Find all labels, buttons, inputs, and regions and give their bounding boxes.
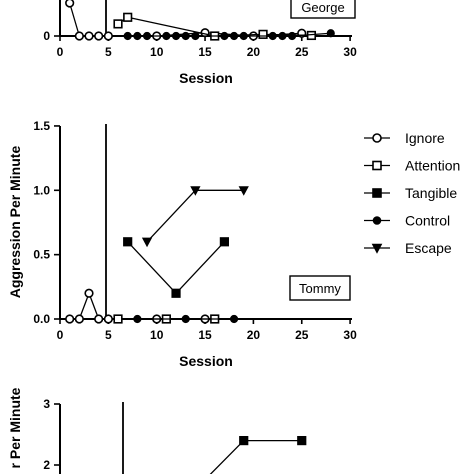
- x-tick-label: 20: [247, 328, 261, 342]
- data-point: [123, 31, 132, 41]
- legend-label: Escape: [405, 240, 452, 256]
- data-point: [142, 31, 152, 41]
- legend-label: Attention: [405, 158, 460, 174]
- data-point: [181, 31, 190, 41]
- legend: Ignore Attention Tangible Control Escape: [364, 130, 460, 256]
- data-point: [229, 314, 239, 324]
- data-point: [162, 31, 171, 41]
- data-point: [268, 31, 277, 41]
- legend-label: Control: [405, 213, 450, 229]
- x-tick-label: 10: [150, 45, 164, 59]
- data-point: [84, 288, 94, 298]
- x-tick-label: 5: [105, 45, 112, 59]
- x-tick-label: 10: [150, 328, 164, 342]
- data-point: [74, 314, 84, 324]
- data-point: [171, 31, 181, 41]
- x-tick-label: 25: [295, 328, 309, 342]
- series-line: [127, 16, 215, 37]
- data-point: [239, 31, 248, 41]
- data-point: [123, 237, 133, 247]
- data-point: [372, 133, 382, 143]
- data-point: [171, 288, 181, 298]
- x-axis-label: Session: [179, 70, 233, 86]
- data-point: [229, 31, 239, 41]
- data-point: [94, 314, 104, 324]
- data-point: [123, 12, 133, 22]
- data-point: [372, 188, 382, 198]
- series-line: [69, 2, 80, 37]
- x-tick-label: 15: [198, 328, 212, 342]
- data-point: [133, 31, 142, 41]
- data-point: [372, 216, 382, 225]
- data-point: [220, 31, 229, 41]
- data-point: [141, 237, 153, 248]
- x-tick-label: 25: [295, 45, 309, 59]
- y-axis-label: Aggression Per Minute: [7, 146, 23, 299]
- series-line: [127, 241, 177, 294]
- x-axis-label: Session: [179, 353, 233, 369]
- data-point: [181, 314, 190, 324]
- x-tick-label: 20: [247, 45, 261, 59]
- data-point: [297, 435, 307, 446]
- data-point: [287, 31, 297, 41]
- panel-label-box: [290, 0, 356, 19]
- data-point: [239, 435, 249, 446]
- data-point: [113, 19, 123, 29]
- legend-item: Tangible: [364, 185, 457, 201]
- legend-label: Ignore: [405, 130, 445, 146]
- data-point: [278, 31, 287, 41]
- data-point: [219, 237, 229, 247]
- y-tick-label: 3: [43, 397, 50, 411]
- y-tick-label: 1.0: [33, 183, 50, 197]
- y-tick-label: 0.5: [33, 248, 50, 262]
- panel-label-box: [289, 275, 351, 301]
- data-point: [258, 29, 268, 39]
- x-tick-label: 5: [105, 328, 112, 342]
- series-line: [292, 32, 331, 37]
- data-point: [74, 31, 84, 41]
- x-tick-label: 0: [57, 45, 64, 59]
- legend-item: Attention: [364, 158, 460, 174]
- data-point: [94, 31, 104, 41]
- x-tick-label: 15: [198, 45, 212, 59]
- y-tick-label: 0: [43, 29, 50, 43]
- y-tick-label: 0.0: [33, 312, 50, 326]
- series-line: [209, 440, 245, 474]
- data-point: [65, 314, 75, 324]
- panel-label: George: [301, 0, 344, 15]
- panel-george: 0 0 5 10 15 20 25 30 George Session: [43, 0, 357, 86]
- x-tick-label: 0: [57, 328, 64, 342]
- y-axis-label: r Per Minute: [7, 387, 23, 468]
- data-point: [372, 160, 382, 171]
- data-point: [371, 243, 383, 254]
- legend-item: Escape: [364, 240, 452, 256]
- data-point: [113, 314, 123, 324]
- data-point: [190, 186, 201, 196]
- y-tick-label: 2: [43, 458, 50, 472]
- panel-tommy: 0.00.51.01.5 0 5 10 15 20 25 30 Tommy Session …: [7, 119, 357, 369]
- data-point: [65, 0, 75, 8]
- data-point: [238, 186, 249, 196]
- data-point: [84, 31, 94, 41]
- legend-item: Ignore: [364, 130, 445, 146]
- panel-label: Tommy: [299, 281, 341, 296]
- series-line: [175, 241, 225, 294]
- panel-three: 2 3 r Per Minute: [7, 387, 307, 474]
- x-tick-label: 30: [343, 328, 357, 342]
- legend-item: Control: [364, 213, 450, 229]
- data-point: [103, 314, 113, 324]
- legend-label: Tangible: [405, 185, 457, 201]
- data-point: [133, 314, 142, 324]
- y-tick-label: 1.5: [33, 119, 50, 133]
- data-point: [326, 29, 335, 38]
- x-tick-label: 30: [343, 45, 357, 59]
- series-line: [146, 189, 196, 243]
- data-point: [103, 31, 113, 41]
- data-point: [191, 31, 200, 41]
